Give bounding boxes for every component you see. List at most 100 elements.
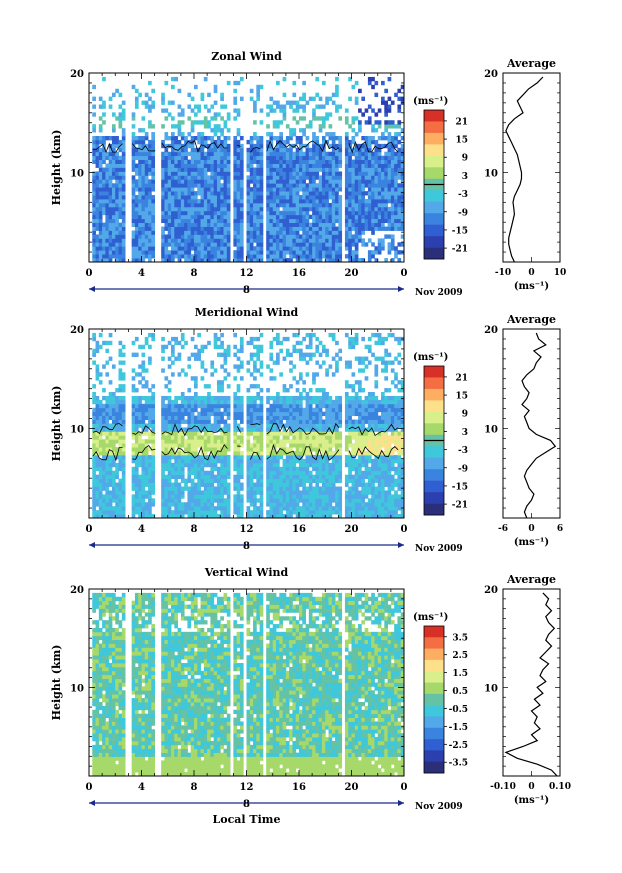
heatmap-cell (190, 191, 195, 196)
heatmap-cell (180, 112, 185, 117)
heatmap-cell (164, 458, 169, 464)
heatmap-cell (351, 222, 356, 227)
heatmap-cell (328, 179, 333, 184)
heatmap-cell (213, 206, 218, 212)
heatmap-cell (328, 159, 333, 164)
heatmap-cell (151, 384, 156, 389)
heatmap-cell (318, 167, 323, 172)
heatmap-cell (220, 175, 224, 180)
heatmap-cell (253, 403, 257, 409)
heatmap-cell (308, 155, 313, 161)
heatmap-cell (374, 139, 379, 145)
heatmap-cell (390, 100, 395, 105)
heatmap-cell (325, 155, 329, 161)
heatmap-cell (220, 258, 224, 263)
heatmap-cell (305, 254, 310, 259)
heatmap-cell (289, 136, 293, 141)
heatmap-cell (200, 435, 205, 440)
heatmap-cell (138, 514, 142, 519)
heatmap-cell (210, 104, 215, 109)
heatmap-cell (246, 423, 251, 428)
heatmap-cell (299, 143, 303, 149)
heatmap-cell (394, 199, 398, 204)
heatmap-cell (115, 139, 119, 145)
heatmap-cell (312, 143, 316, 149)
heatmap-cell (354, 167, 359, 172)
heatmap-cell (302, 210, 306, 216)
heatmap-cell (344, 147, 349, 153)
heatmap-cell (200, 474, 205, 480)
heatmap-cell (315, 171, 320, 176)
heatmap-cell (180, 427, 185, 432)
heatmap-cell (174, 230, 178, 235)
heatmap-cell (134, 407, 139, 413)
heatmap-cell (131, 458, 136, 464)
heatmap-cell (177, 226, 182, 231)
heatmap-cell (144, 226, 149, 231)
heatmap-cell (138, 179, 142, 184)
heatmap-cell (292, 155, 297, 161)
heatmap-cell (194, 171, 198, 176)
heatmap-cell (95, 474, 100, 480)
heatmap-cell (203, 183, 208, 188)
heatmap-cell (138, 199, 142, 204)
heatmap-cell (394, 206, 398, 212)
heatmap-cell (282, 179, 287, 184)
heatmap-cell (102, 478, 106, 483)
heatmap-cell (148, 474, 152, 480)
heatmap-cell (348, 199, 352, 204)
heatmap-cell (259, 455, 264, 460)
heatmap-cell (226, 210, 231, 216)
heatmap-cell (200, 376, 205, 381)
heatmap-cell (138, 214, 142, 220)
heatmap-cell (200, 423, 205, 428)
heatmap-cell (111, 155, 116, 161)
heatmap-cell (216, 502, 221, 507)
heatmap-cell (312, 96, 316, 101)
heatmap-cell (111, 143, 116, 149)
heatmap-cell (371, 155, 375, 161)
heatmap-cell (98, 175, 103, 180)
heatmap-cell (256, 490, 261, 495)
x-tick-label: 16 (292, 268, 306, 279)
heatmap-cell (141, 179, 146, 184)
heatmap-cell (371, 76, 375, 82)
heatmap-cell (289, 478, 293, 483)
heatmap-cell (167, 151, 172, 157)
heatmap-cell (272, 159, 277, 164)
heatmap-cell (200, 250, 205, 255)
heatmap-cell (105, 490, 110, 495)
heatmap-cell (184, 246, 188, 251)
heatmap-cell (105, 340, 110, 346)
heatmap-cell (171, 151, 175, 157)
heatmap-cell (118, 124, 123, 129)
heatmap-cell (207, 415, 211, 420)
heatmap-cell (239, 427, 244, 432)
heatmap-cell (256, 419, 261, 424)
heatmap-cell (276, 254, 280, 259)
heatmap-cell (190, 202, 195, 208)
heatmap-cell (98, 490, 103, 495)
heatmap-cell (210, 254, 215, 259)
heatmap-cell (115, 451, 119, 456)
heatmap-cell (102, 222, 106, 227)
heatmap-cell (331, 167, 336, 172)
heatmap-cell (285, 230, 290, 235)
heatmap-cell (187, 427, 192, 432)
heatmap-cell (164, 167, 169, 172)
heatmap-cell (246, 395, 251, 401)
heatmap-cell (187, 439, 192, 444)
heatmap-cell (282, 514, 287, 519)
heatmap-cell (246, 510, 251, 515)
heatmap-cell (269, 470, 274, 476)
heatmap-cell (279, 490, 283, 495)
heatmap-cell (312, 246, 316, 251)
heatmap-cell (377, 124, 382, 129)
heatmap-cell (321, 167, 326, 172)
heatmap-cell (203, 167, 208, 172)
heatmap-cell (111, 191, 116, 196)
heatmap-cell (216, 139, 221, 145)
heatmap-cell (210, 470, 215, 476)
heatmap-cell (259, 510, 264, 515)
heatmap-cell (105, 423, 110, 428)
